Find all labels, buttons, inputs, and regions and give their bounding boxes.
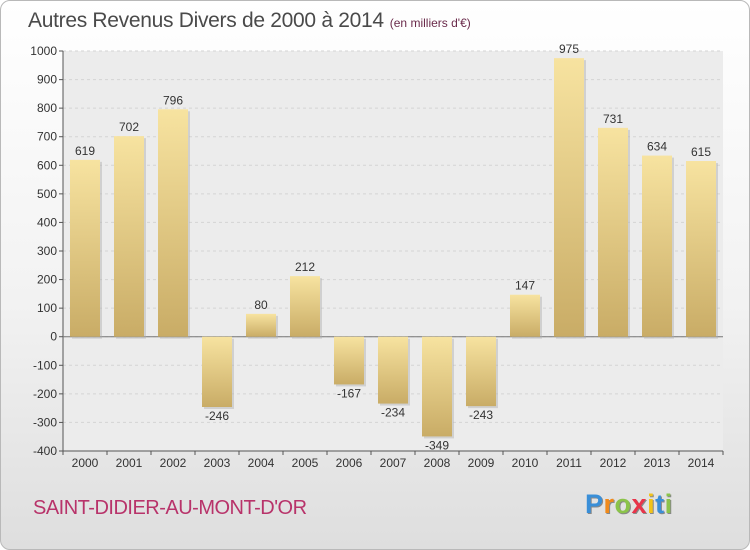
value-label-2014: 615 — [691, 145, 711, 159]
x-tick-label: 2000 — [72, 456, 99, 470]
commune-name: SAINT-DIDIER-AU-MONT-D'OR — [33, 497, 307, 519]
bar-2008 — [422, 336, 452, 437]
x-tick-label: 2012 — [600, 456, 627, 470]
bar-2009 — [466, 336, 496, 407]
logo-letter: t — [655, 489, 665, 519]
chart-title-text: Autres Revenus Divers de 2000 à 2014 — [28, 9, 384, 32]
chart-title: Autres Revenus Divers de 2000 à 2014 (en … — [28, 9, 471, 33]
x-tick-label: 2004 — [248, 456, 275, 470]
x-tick-label: 2001 — [116, 456, 143, 470]
value-label-2013: 634 — [647, 140, 667, 154]
bar-2000 — [70, 159, 100, 337]
value-label-2006: -167 — [337, 386, 361, 400]
logo-letter: P — [585, 489, 604, 519]
y-tick-label: 600 — [37, 158, 57, 172]
y-tick-label: 700 — [37, 130, 57, 144]
y-tick-label: 900 — [37, 73, 57, 87]
bar-2007 — [378, 336, 408, 404]
y-tick-label: -100 — [33, 358, 57, 372]
logo-letter: o — [614, 489, 632, 519]
value-label-2001: 702 — [119, 120, 139, 134]
x-tick-label: 2005 — [292, 456, 319, 470]
value-label-2002: 796 — [163, 93, 183, 107]
logo-letter: r — [603, 489, 615, 519]
x-tick-label: 2002 — [160, 456, 187, 470]
x-tick-label: 2008 — [424, 456, 451, 470]
bar-2002 — [158, 109, 188, 337]
bar-2012 — [598, 127, 628, 337]
bar-2011 — [554, 58, 584, 337]
bar-2010 — [510, 294, 540, 337]
logo-letter: i — [664, 489, 673, 519]
logo-letter: i — [647, 489, 656, 519]
bar-2014 — [686, 161, 716, 337]
value-label-2004: 80 — [254, 298, 268, 312]
x-tick-label: 2014 — [688, 456, 715, 470]
bar-2001 — [114, 136, 144, 337]
bar-2005 — [290, 276, 320, 337]
value-label-2000: 619 — [75, 144, 95, 158]
proxiti-logo: Proxiti — [585, 489, 673, 520]
x-tick-label: 2007 — [380, 456, 407, 470]
logo-letter: x — [631, 489, 648, 519]
bar-2004 — [246, 313, 276, 337]
y-tick-label: 300 — [37, 244, 57, 258]
bar-2003 — [202, 336, 232, 407]
y-tick-label: 1000 — [30, 44, 57, 58]
x-tick-label: 2006 — [336, 456, 363, 470]
y-tick-label: -400 — [33, 444, 57, 458]
y-tick-label: 100 — [37, 301, 57, 315]
value-label-2005: 212 — [295, 260, 315, 274]
y-tick-label: 0 — [50, 330, 57, 344]
value-label-2010: 147 — [515, 279, 535, 293]
x-tick-label: 2013 — [644, 456, 671, 470]
y-tick-label: 200 — [37, 273, 57, 287]
bar-2006 — [334, 336, 364, 385]
x-tick-label: 2010 — [512, 456, 539, 470]
x-tick-label: 2003 — [204, 456, 231, 470]
y-tick-label: 500 — [37, 187, 57, 201]
value-label-2011: 975 — [559, 42, 579, 56]
y-tick-label: -200 — [33, 387, 57, 401]
value-label-2009: -243 — [469, 408, 493, 422]
y-tick-label: -300 — [33, 415, 57, 429]
value-label-2003: -246 — [205, 409, 229, 423]
value-label-2008: -349 — [425, 438, 449, 452]
y-tick-label: 400 — [37, 215, 57, 229]
bar-2013 — [642, 155, 672, 337]
chart-unit: (en milliers d'€) — [389, 16, 471, 30]
x-tick-label: 2011 — [556, 456, 582, 470]
value-label-2012: 731 — [603, 112, 623, 126]
value-label-2007: -234 — [381, 406, 405, 420]
y-tick-label: 800 — [37, 101, 57, 115]
x-tick-label: 2009 — [468, 456, 495, 470]
